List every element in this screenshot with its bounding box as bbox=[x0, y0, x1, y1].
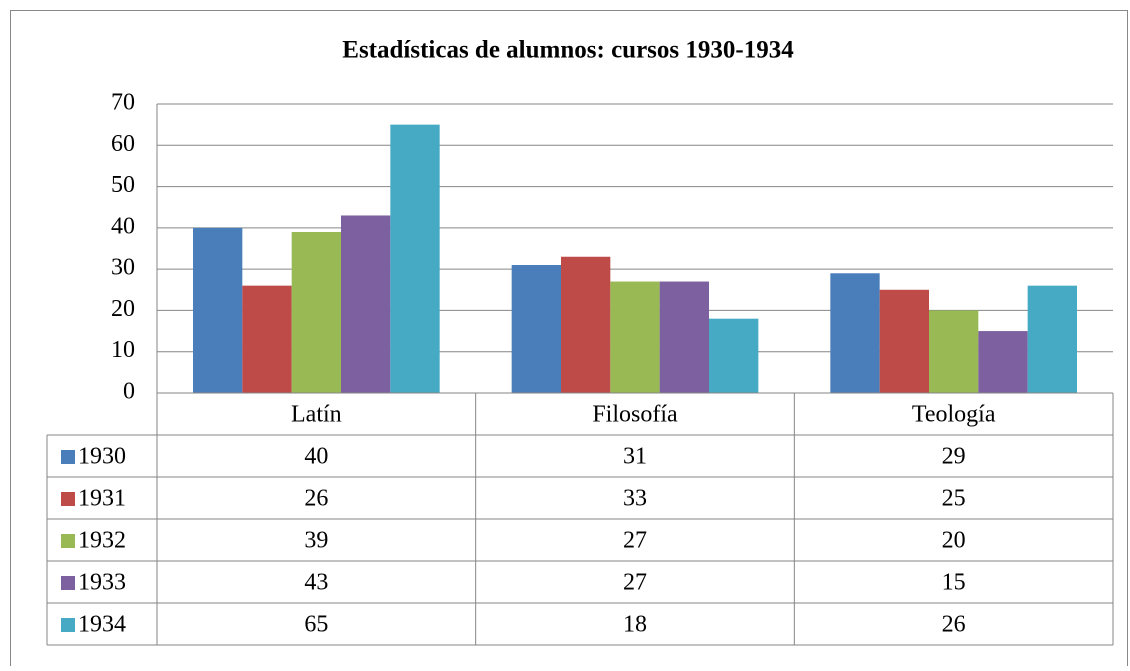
y-tick-label: 20 bbox=[111, 296, 135, 322]
legend-key bbox=[61, 450, 75, 464]
table-value: 43 bbox=[304, 570, 328, 596]
bar bbox=[659, 281, 709, 393]
y-tick-label: 60 bbox=[111, 131, 135, 157]
x-tick-label: Teología bbox=[912, 402, 996, 428]
bar bbox=[242, 285, 292, 393]
chart-title: Estadísticas de alumnos: cursos 1930-193… bbox=[342, 37, 794, 64]
y-tick-label: 50 bbox=[111, 172, 135, 198]
bar bbox=[193, 227, 243, 393]
legend-key bbox=[61, 618, 75, 632]
legend-label: 1930 bbox=[78, 444, 126, 470]
bar bbox=[879, 289, 929, 393]
legend-label: 1932 bbox=[78, 528, 126, 554]
bar bbox=[1027, 285, 1077, 393]
bar bbox=[830, 273, 880, 393]
legend-key bbox=[61, 576, 75, 590]
y-tick-label: 0 bbox=[123, 379, 135, 405]
y-tick-label: 30 bbox=[111, 255, 135, 281]
bar bbox=[929, 310, 979, 393]
x-tick-label: Filosofía bbox=[592, 402, 678, 428]
table-value: 20 bbox=[942, 528, 966, 554]
bar bbox=[390, 124, 440, 394]
table-value: 40 bbox=[304, 444, 328, 470]
table-value: 26 bbox=[942, 612, 966, 638]
table-value: 29 bbox=[942, 444, 966, 470]
table-value: 18 bbox=[623, 612, 647, 638]
legend-key bbox=[61, 492, 75, 506]
table-value: 27 bbox=[623, 528, 647, 554]
legend-label: 1933 bbox=[78, 570, 126, 596]
table-value: 65 bbox=[304, 612, 328, 638]
table-value: 39 bbox=[304, 528, 328, 554]
bar bbox=[709, 318, 759, 393]
table-value: 15 bbox=[942, 570, 966, 596]
bar bbox=[511, 265, 561, 393]
bar bbox=[561, 256, 611, 393]
table-value: 25 bbox=[942, 486, 966, 512]
y-tick-label: 40 bbox=[111, 213, 135, 239]
legend-key bbox=[61, 534, 75, 548]
y-tick-label: 10 bbox=[111, 337, 135, 363]
table-value: 26 bbox=[304, 486, 328, 512]
legend-label: 1931 bbox=[78, 486, 126, 512]
legend-label: 1934 bbox=[78, 612, 126, 638]
bar bbox=[610, 281, 660, 393]
x-tick-label: Latín bbox=[291, 402, 342, 428]
bar bbox=[978, 331, 1028, 393]
bar bbox=[341, 215, 391, 393]
table-value: 31 bbox=[623, 444, 647, 470]
table-value: 27 bbox=[623, 570, 647, 596]
y-tick-label: 70 bbox=[111, 90, 135, 116]
table-value: 33 bbox=[623, 486, 647, 512]
bar bbox=[291, 231, 341, 393]
